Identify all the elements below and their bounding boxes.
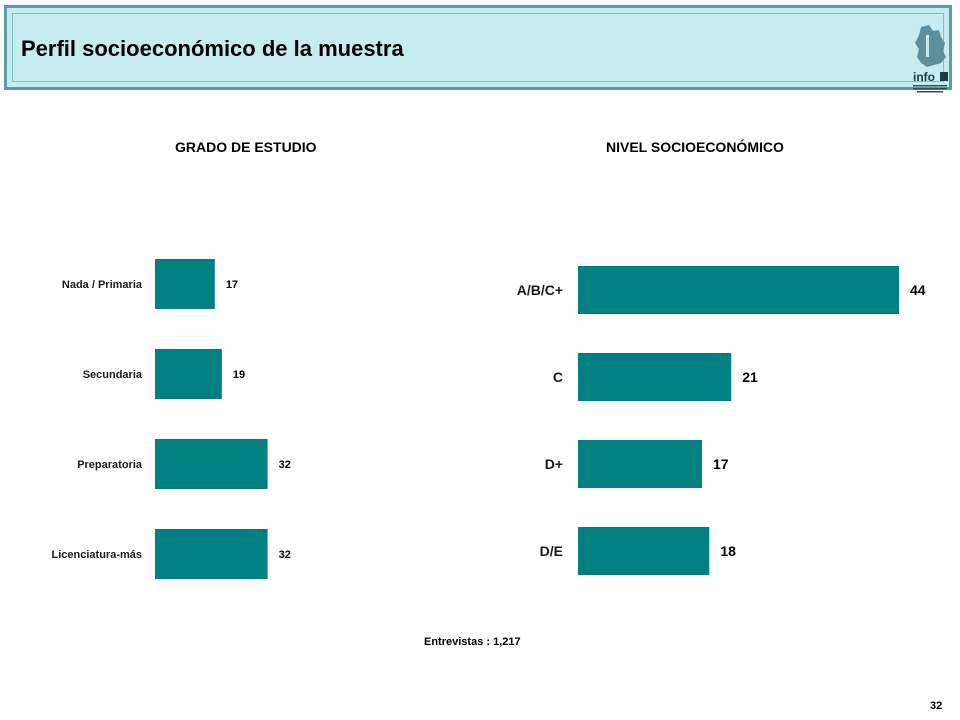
value-label-grado-3: 32	[279, 459, 291, 471]
bar-nivel-2	[578, 353, 732, 401]
map-silhouette-icon	[915, 25, 946, 67]
value-label-nivel-3: 17	[713, 456, 729, 472]
category-label-nivel-3: D+	[545, 456, 563, 472]
header-banner: Perfil socioeconómico de la muestra info	[4, 5, 952, 93]
category-label-nivel-1: A/B/C+	[517, 282, 563, 298]
bar-grado-1	[155, 259, 215, 309]
page-number: 32	[930, 700, 943, 712]
chart-title-grado: GRADO DE ESTUDIO	[175, 139, 317, 155]
bar-nivel-1	[578, 266, 899, 314]
bar-nivel-3	[578, 440, 703, 488]
category-label-grado-3: Preparatoria	[77, 459, 143, 471]
value-label-grado-1: 17	[226, 279, 238, 291]
info-logo: info	[913, 25, 948, 93]
category-label-nivel-2: C	[553, 369, 563, 385]
value-label-nivel-2: 21	[742, 369, 758, 385]
value-label-grado-4: 32	[279, 549, 291, 561]
bar-nivel-4	[578, 527, 710, 575]
category-label-grado-2: Secundaria	[83, 369, 143, 381]
value-label-nivel-4: 18	[720, 543, 736, 559]
logo-text: info	[913, 70, 935, 84]
value-label-grado-2: 19	[233, 369, 245, 381]
page-title: Perfil socioeconómico de la muestra	[21, 36, 404, 61]
category-label-grado-1: Nada / Primaria	[62, 279, 143, 291]
bar-grado-4	[155, 529, 268, 579]
chart-title-nivel: NIVEL SOCIOECONÓMICO	[606, 139, 784, 155]
value-label-nivel-1: 44	[910, 282, 926, 298]
interviews-note: Entrevistas : 1,217	[424, 636, 521, 648]
category-label-grado-4: Licenciatura-más	[52, 549, 142, 561]
bar-grado-2	[155, 349, 222, 399]
category-label-nivel-4: D/E	[540, 543, 563, 559]
bar-grado-3	[155, 439, 268, 489]
